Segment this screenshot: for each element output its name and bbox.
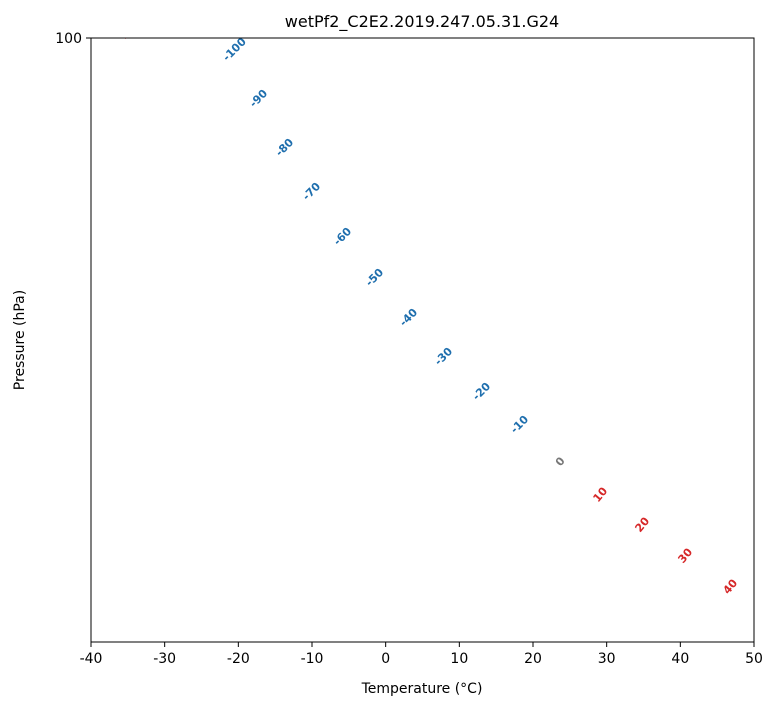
x-tick-label: 50 [745, 651, 763, 667]
x-tick-label: 40 [671, 651, 689, 667]
moist-adiabat-line [0, 0, 265, 38]
isotherm-line [245, 38, 247, 39]
isotherm-line [0, 0, 25, 38]
isotherm-line [172, 38, 173, 39]
x-tick-label: 20 [524, 651, 542, 667]
x-tick-label: -30 [153, 651, 176, 667]
x-tick-label: 0 [381, 651, 390, 667]
chart-title: wetPf2_C2E2.2019.247.05.31.G24 [285, 12, 559, 32]
dry-adiabat-line [0, 0, 187, 38]
x-tick-label: 10 [450, 651, 468, 667]
plot-frame [90, 37, 755, 643]
plot-background [91, 38, 754, 642]
moist-adiabat-line [0, 0, 294, 38]
dry-adiabat-line [0, 0, 261, 38]
x-axis-title: Temperature (°C) [361, 681, 483, 697]
y-axis-title: Pressure (hPa) [12, 290, 28, 390]
x-tick-label: 30 [598, 651, 616, 667]
moist-adiabat-line [0, 0, 323, 38]
x-tick-label: -20 [227, 651, 250, 667]
moist-adiabat-line [0, 0, 235, 38]
y-tick-label: 100 [55, 31, 82, 47]
x-tick-label: -10 [301, 651, 324, 667]
isotherm-line [677, 0, 775, 38]
isotherm-line [603, 0, 762, 38]
x-tick-label: -40 [80, 651, 103, 667]
isotherm-line [751, 0, 775, 38]
isotherm-line [98, 38, 100, 39]
